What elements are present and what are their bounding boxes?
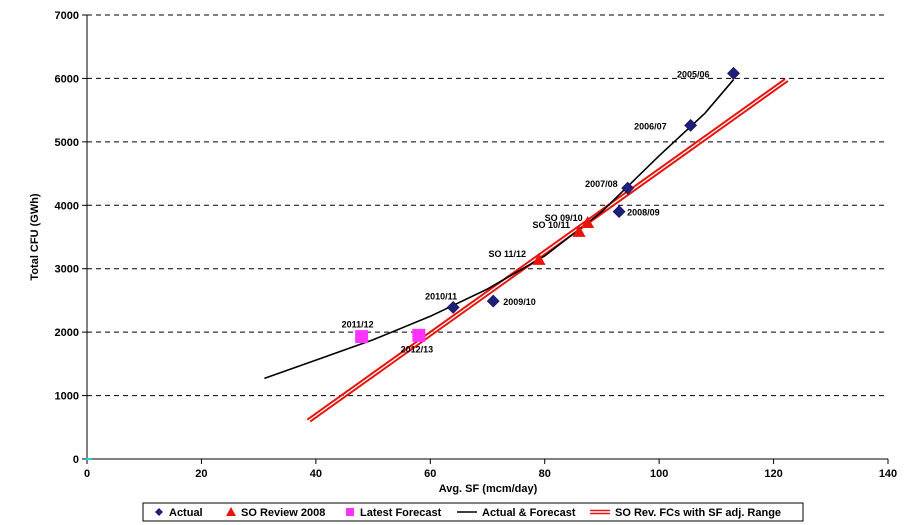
- legend-diamond-icon: [155, 508, 163, 516]
- point-label: SO 10/11: [533, 220, 571, 230]
- x-axis-title: Avg. SF (mcm/day): [439, 483, 538, 495]
- x-tick-label: 100: [650, 468, 668, 480]
- y-tick-label: 2000: [55, 327, 79, 339]
- grid-layer: [87, 14, 888, 397]
- y-tick-label: 1000: [55, 391, 79, 403]
- legend-entry-label: SO Rev. FCs with SF adj. Range: [615, 507, 781, 519]
- so-review-point: [532, 252, 546, 265]
- latest-forecast-point: [412, 328, 426, 342]
- band-upper-line: [306, 78, 786, 421]
- x-tick-label: 40: [310, 468, 322, 480]
- band-lower-line: [309, 80, 789, 423]
- legend-entry-label: Latest Forecast: [360, 507, 442, 519]
- point-label: SO 09/10: [545, 213, 583, 223]
- legend-entry-label: Actual & Forecast: [482, 507, 576, 519]
- y-tick-label: 6000: [55, 73, 79, 85]
- y-tick-label: 3000: [55, 264, 79, 276]
- legend-square-icon: [346, 508, 354, 516]
- actual-point: [486, 294, 500, 308]
- point-label: 2009/10: [503, 297, 536, 307]
- actual-point: [684, 118, 698, 132]
- x-tick-label: 60: [424, 468, 436, 480]
- legend-entry-label: Actual: [169, 507, 203, 519]
- axis-layer: 0 1000 2000 3000 4000 5000 6000 7000 0 20 40 60 80 10…: [55, 10, 898, 480]
- actual-point: [446, 300, 460, 314]
- legend-triangle-icon: [226, 507, 236, 516]
- point-label: 2007/08: [585, 179, 618, 189]
- actual-point: [621, 181, 635, 195]
- point-label: 2008/09: [627, 208, 660, 218]
- point-label: 2005/06: [677, 69, 710, 79]
- series-layer: [264, 66, 789, 423]
- x-tick-label: 20: [195, 468, 207, 480]
- trend-curve: [264, 79, 735, 380]
- x-tick-label: 140: [879, 468, 897, 480]
- point-label: 2010/11: [425, 291, 457, 301]
- so-review-point: [581, 216, 595, 229]
- y-axis-title: Total CFU (GWh): [29, 193, 41, 280]
- y-tick-label: 7000: [55, 10, 79, 22]
- band-center-line: [308, 79, 787, 422]
- y-tick-label: 5000: [55, 137, 79, 149]
- y-tick-label: 0: [73, 454, 79, 466]
- actual-point: [727, 66, 740, 80]
- point-label: 2012/13: [401, 344, 434, 354]
- label-layer: 2005/06 2006/07 2007/08 2008/09 2009/10 2010/…: [342, 69, 710, 354]
- legend: Actual SO Review 2008 Latest Forecast Actua…: [142, 502, 804, 522]
- so-review-point: [572, 224, 586, 237]
- y-tick-label: 4000: [55, 200, 79, 212]
- point-label: SO 11/12: [488, 249, 526, 259]
- point-label: 2011/12: [342, 320, 374, 330]
- point-label: 2006/07: [634, 121, 667, 131]
- actual-point: [612, 205, 626, 219]
- legend-entry-label: SO Review 2008: [241, 507, 325, 519]
- x-tick-label: 120: [764, 468, 782, 480]
- latest-forecast-point: [355, 330, 369, 344]
- x-tick-label: 80: [539, 468, 551, 480]
- x-tick-label: 0: [84, 468, 90, 480]
